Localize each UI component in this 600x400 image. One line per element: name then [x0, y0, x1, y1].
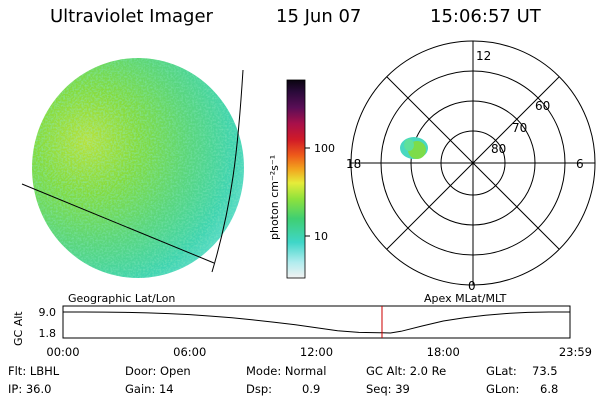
mlt-label-18: 18	[346, 157, 361, 171]
orbit-track-line	[21, 183, 215, 264]
gc-alt-xtick-label-4: 23:59	[559, 345, 592, 359]
colorbar-scale	[286, 79, 306, 279]
filter-value: Flt: LBHL	[8, 364, 60, 378]
gc-alt-ytick-label-0: 9.0	[39, 306, 57, 319]
gc-alt-xtick-label-2: 12:00	[300, 345, 333, 359]
globe-disk	[32, 58, 244, 278]
mlat-label-80: 80	[491, 142, 506, 156]
glat-label: GLat:	[486, 364, 517, 378]
date-label: 15 Jun 07	[276, 6, 362, 27]
gc-alt-xtick-label-1: 06:00	[173, 345, 206, 359]
gc-alt-ytick-label-1: 1.8	[39, 327, 57, 340]
seq-value: Seq: 39	[366, 382, 410, 396]
colorbar-unit-label: photon cm⁻²s⁻¹	[268, 155, 281, 240]
apex-map-label: Apex MLat/MLT	[424, 292, 507, 305]
colorbar-tick-label-10: 10	[314, 230, 328, 243]
mlt-label-0: 0	[468, 279, 476, 293]
gc-alt-chart-frame	[62, 305, 571, 339]
gc-alt-xtick-label-3: 18:00	[427, 345, 460, 359]
glon-label: GLon:	[486, 382, 520, 396]
gc-alt-axis-label: GC Alt	[12, 311, 25, 346]
glon-value: 6.8	[540, 382, 559, 396]
terminator-line	[211, 69, 244, 273]
time-label: 15:06:57 UT	[430, 6, 541, 27]
mlat-label-70: 70	[512, 121, 527, 135]
gc-alt-value: GC Alt: 2.0 Re	[366, 364, 447, 378]
gc-alt-xtick-label-0: 00:00	[46, 345, 79, 359]
mlt-label-6: 6	[576, 157, 584, 171]
dsp-label: Dsp:	[246, 382, 273, 396]
geographic-map-label: Geographic Lat/Lon	[68, 292, 176, 305]
mode-value: Mode: Normal	[246, 364, 327, 378]
polar-diagonal-b	[386, 76, 560, 250]
glat-value: 73.5	[532, 364, 558, 378]
mlat-label-60: 60	[535, 99, 550, 113]
instrument-title: Ultraviolet Imager	[50, 6, 213, 27]
aurora-patch	[400, 137, 428, 159]
door-value: Door: Open	[125, 364, 191, 378]
gc-alt-series-line	[63, 311, 570, 334]
ip-value: IP: 36.0	[8, 382, 52, 396]
dsp-value: 0.9	[302, 382, 321, 396]
colorbar-tick-label-100: 100	[314, 142, 335, 155]
mlt-label-12: 12	[476, 49, 491, 63]
gain-value: Gain: 14	[125, 382, 174, 396]
